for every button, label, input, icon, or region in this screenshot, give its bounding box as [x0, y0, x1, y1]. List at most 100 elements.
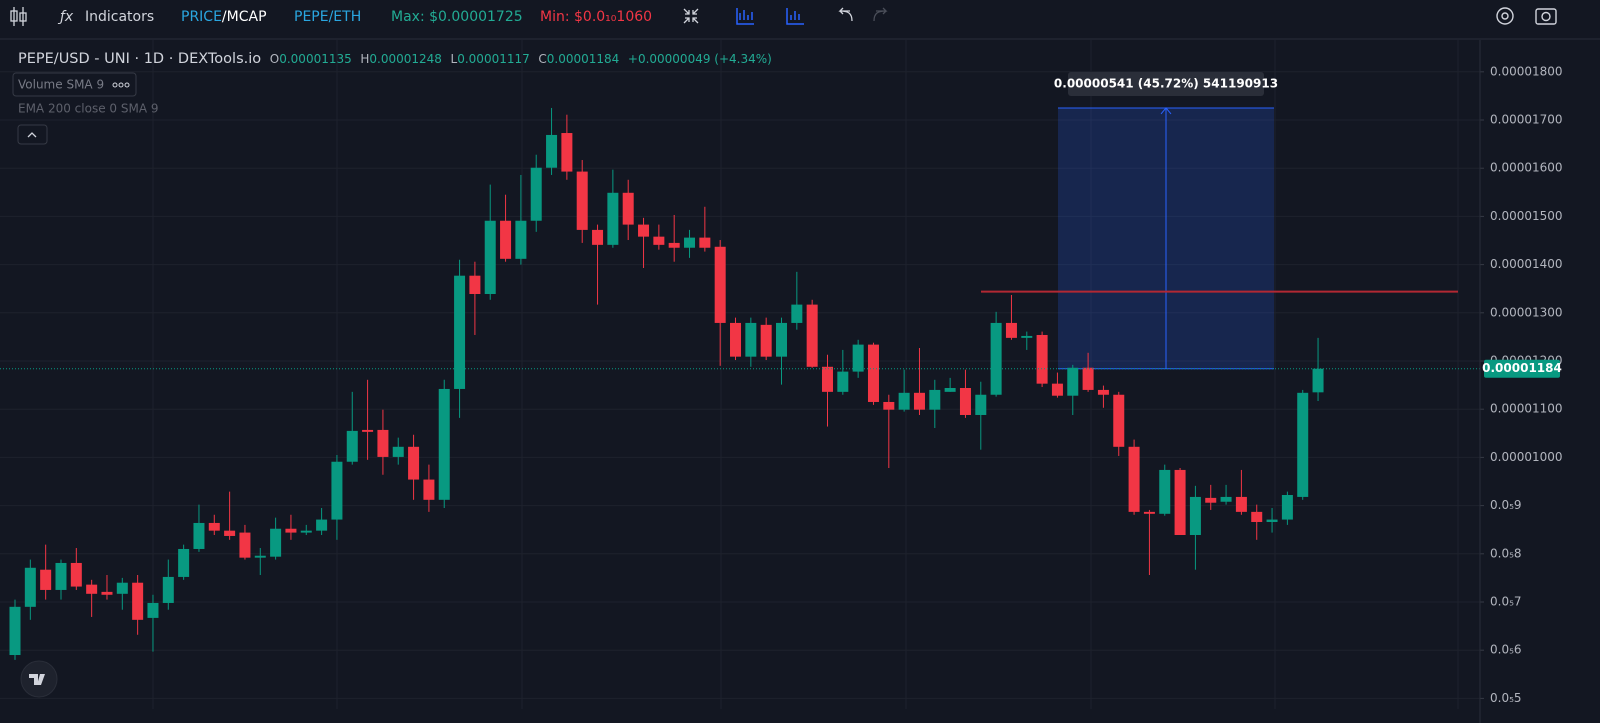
bars-icon[interactable]	[786, 8, 804, 25]
candle-body	[592, 229, 604, 245]
mcap[interactable]: /MCAP	[222, 9, 267, 25]
candle-body	[208, 522, 220, 531]
o-value: 0.00001135	[279, 52, 352, 66]
candle-icon[interactable]	[10, 7, 27, 26]
candle-body	[86, 584, 98, 594]
candle-body	[70, 562, 82, 587]
candle-body	[408, 446, 420, 480]
candle-body	[776, 322, 787, 357]
candle-body	[929, 389, 941, 410]
candle-body	[975, 394, 987, 415]
max-price: Max: $0.00001725	[391, 9, 523, 25]
candle-body	[622, 192, 634, 225]
pair-button[interactable]: PEPE/ETH	[294, 9, 361, 25]
candle-body	[852, 344, 864, 372]
candle-body	[484, 220, 496, 295]
price[interactable]: PRICE	[181, 9, 222, 25]
fx-icon[interactable]: ƒx	[57, 9, 74, 25]
redo-icon[interactable]	[873, 7, 888, 22]
candle-body	[745, 322, 757, 357]
candle-body	[469, 275, 481, 295]
y-tick-label: 0.00001000	[1490, 450, 1563, 464]
candle-body	[438, 388, 450, 500]
candle-body	[1220, 496, 1232, 502]
price-label-bg	[1484, 359, 1560, 378]
candle-body	[193, 522, 205, 549]
indicator: EMA 200 close 0 SMA 9	[18, 102, 158, 116]
candle-body	[55, 562, 67, 590]
y-tick-label: 0.0₅6	[1490, 643, 1522, 657]
candle-body	[377, 429, 389, 457]
indicators-button[interactable]: Indicators	[85, 9, 154, 25]
candle-body	[239, 532, 251, 558]
candle-body	[454, 275, 466, 389]
collapse-button[interactable]	[17, 124, 48, 145]
undo-icon[interactable]	[838, 7, 853, 22]
candle-body	[116, 582, 128, 594]
candle-body	[300, 530, 312, 533]
y-tick-label: 0.00001800	[1490, 64, 1563, 78]
candle-body	[883, 401, 895, 410]
c-label: C	[538, 52, 546, 66]
header: PEPE/USD - UNI · 1D · DEXTools.io O0.000…	[18, 51, 772, 67]
l-value: 0.00001117	[457, 52, 530, 66]
candle-body	[684, 237, 696, 248]
candle-body	[346, 430, 358, 462]
candle-body	[990, 322, 1002, 395]
h-label: H	[360, 52, 369, 66]
price-label: 0.00001184	[1482, 361, 1562, 375]
candle-body	[730, 322, 742, 357]
candle-body	[913, 392, 925, 410]
y-tick-label: 0.00001500	[1490, 209, 1563, 223]
candle-body	[714, 246, 726, 323]
collapse-icon[interactable]	[683, 8, 699, 24]
candle-body	[1021, 335, 1033, 338]
candle-body	[1251, 511, 1263, 522]
chevron	[27, 132, 37, 138]
candle-body	[362, 429, 374, 432]
candle-body	[806, 304, 818, 367]
y-tick-label: 0.00001400	[1490, 257, 1563, 271]
y-tick-label: 0.0₅5	[1490, 691, 1522, 705]
candle-body	[1113, 394, 1125, 447]
candle-body	[638, 224, 650, 237]
y-tick-label: 0.00001100	[1490, 402, 1563, 416]
legend: PEPE/USD - UNI · 1D · DEXTools.io O0.000…	[12, 51, 772, 145]
candle-body	[1159, 469, 1171, 514]
candle-body	[561, 133, 573, 172]
candle-body	[959, 387, 971, 415]
candle-body	[1143, 511, 1155, 514]
price-toggle[interactable]: PRICE/MCAP	[181, 9, 267, 25]
settings-icon[interactable]	[1496, 7, 1514, 25]
candle-body	[760, 324, 772, 357]
candle-body	[546, 134, 558, 168]
toolbar: ƒx Indicators PRICE/MCAP PEPE/ETH Max: $…	[0, 0, 1600, 40]
screenshot-icon[interactable]	[1535, 8, 1557, 25]
candle-body	[285, 528, 297, 533]
candle-body	[867, 344, 879, 402]
candle-body	[1266, 519, 1278, 522]
candle-body	[423, 479, 435, 500]
candle-body	[791, 304, 803, 323]
tv-logo[interactable]	[20, 660, 58, 698]
candle-body	[254, 555, 266, 558]
plot-area: 0.00000541 (45.72%) 541190913	[0, 40, 1480, 709]
measure-label: 0.00000541 (45.72%) 541190913	[1054, 76, 1278, 90]
chart-type-icon[interactable]	[736, 8, 754, 25]
candle-body	[24, 567, 36, 607]
indicator-box[interactable]	[12, 72, 137, 97]
candle-body	[1174, 469, 1186, 536]
indicator[interactable]: Volume SMA 9	[18, 78, 104, 92]
more-icon[interactable]	[112, 82, 130, 88]
o-label: O	[270, 52, 279, 66]
candle-body	[40, 569, 52, 590]
candle-body	[944, 387, 956, 392]
candle-body	[821, 366, 833, 392]
candle-body	[331, 461, 343, 520]
candle-body	[1205, 497, 1217, 503]
y-tick-label: 0.0₅9	[1490, 498, 1522, 512]
candle-body	[1051, 383, 1063, 396]
candle-body	[515, 220, 527, 259]
candle-body	[1281, 494, 1293, 520]
